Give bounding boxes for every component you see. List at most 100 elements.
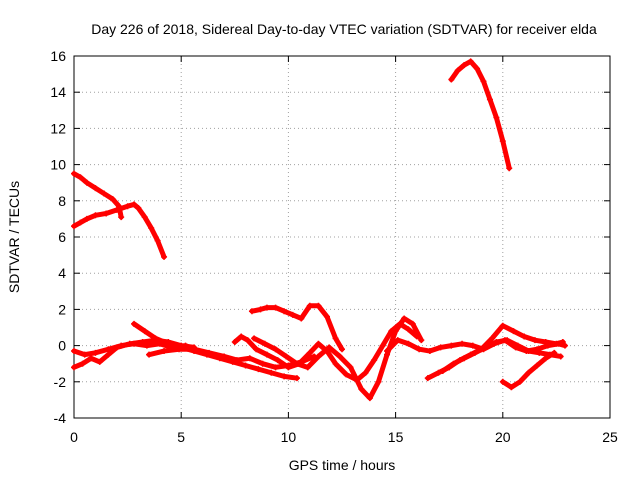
series-arc1 (71, 170, 125, 221)
data-point (71, 223, 77, 230)
data-point (221, 353, 228, 360)
data-point (371, 357, 378, 364)
data-point (358, 386, 365, 393)
data-point (231, 338, 238, 345)
data-point (499, 138, 506, 145)
data-point (272, 364, 279, 371)
x-tick-label: 15 (388, 429, 404, 445)
data-point (394, 337, 401, 344)
data-point (471, 349, 478, 356)
series-line (448, 58, 512, 171)
data-point (131, 201, 138, 208)
x-tick-label: 5 (177, 429, 185, 445)
data-point (493, 114, 500, 121)
data-point (326, 344, 333, 351)
series-arc3 (448, 58, 513, 172)
y-tick-label: 0 (58, 338, 66, 354)
data-point (461, 355, 468, 362)
x-axis-title: GPS time / hours (289, 457, 396, 473)
data-point (83, 179, 90, 186)
data-point (101, 190, 108, 197)
data-point (467, 58, 474, 65)
data-point (555, 340, 562, 347)
chart-title: Day 226 of 2018, Sidereal Day-to-day VTE… (91, 21, 597, 37)
data-point (482, 344, 489, 351)
data-point (105, 346, 112, 353)
data-point (281, 373, 288, 380)
data-point (534, 362, 541, 369)
data-point (165, 340, 172, 347)
data-point (248, 308, 255, 315)
data-point (81, 351, 88, 358)
data-point (516, 378, 523, 385)
data-point (285, 364, 292, 371)
y-tick-label: -2 (54, 374, 67, 390)
data-point (392, 328, 399, 335)
x-tick-label: 10 (281, 429, 297, 445)
data-point (92, 185, 99, 192)
y-tick-label: -4 (54, 410, 67, 426)
data-point (135, 205, 142, 212)
data-point (499, 322, 506, 329)
data-point (561, 342, 568, 349)
data-point (293, 360, 300, 367)
data-point (405, 340, 412, 347)
data-point (88, 355, 95, 362)
data-point (542, 355, 549, 362)
data-point (384, 348, 391, 355)
data-point (257, 306, 264, 313)
x-tick-label: 0 (70, 429, 78, 445)
x-tick-label: 20 (495, 429, 511, 445)
data-point (105, 351, 112, 358)
data-point (508, 384, 515, 391)
data-point (306, 302, 313, 309)
data-point (141, 328, 148, 335)
data-point (154, 237, 161, 244)
series-layer (71, 58, 568, 402)
data-point (113, 206, 120, 213)
data-point (401, 315, 408, 322)
data-point (416, 346, 423, 353)
series-arc10 (251, 315, 425, 402)
data-point (244, 337, 251, 344)
data-point (141, 214, 148, 221)
data-point (304, 364, 311, 371)
series-line (251, 315, 424, 401)
data-point (139, 338, 146, 345)
data-point (238, 333, 245, 340)
x-tick-label: 25 (602, 429, 618, 445)
data-point (336, 353, 343, 360)
data-point (71, 364, 77, 371)
data-point (246, 355, 253, 362)
series-arc2 (71, 201, 168, 260)
data-point (113, 344, 120, 351)
data-point (242, 362, 249, 369)
data-point (83, 215, 90, 222)
data-point (424, 375, 431, 382)
data-point (474, 65, 481, 72)
data-point (469, 342, 476, 349)
data-point (557, 353, 564, 360)
y-tick-label: 10 (50, 157, 66, 173)
data-point (126, 340, 133, 347)
y-tick-label: 12 (50, 120, 66, 136)
data-point (409, 320, 416, 327)
data-point (459, 340, 466, 347)
data-point (323, 313, 330, 320)
data-point (525, 369, 532, 376)
data-point (251, 335, 258, 342)
data-point (146, 351, 153, 358)
data-point (439, 367, 446, 374)
y-axis-title: SDTVAR / TECUs (6, 181, 22, 293)
data-point (493, 338, 500, 345)
data-point (272, 304, 279, 311)
data-point (375, 378, 382, 385)
data-point (96, 358, 103, 365)
data-point (293, 375, 300, 382)
data-point (448, 76, 455, 83)
data-point (263, 351, 270, 358)
data-point (514, 342, 521, 349)
data-point (379, 342, 386, 349)
data-point (315, 302, 322, 309)
